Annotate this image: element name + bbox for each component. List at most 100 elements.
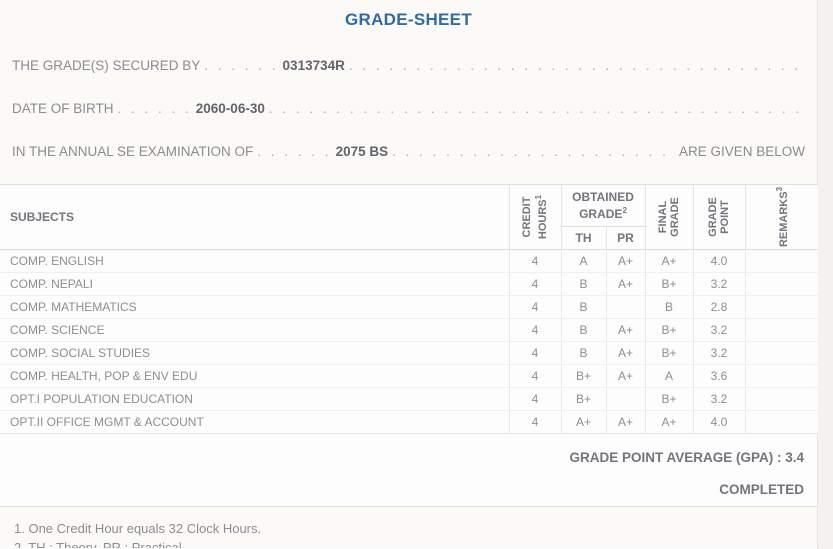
credit-cell: 4 — [508, 341, 561, 365]
obtained-grade-line1: OBTAINED — [572, 190, 634, 204]
dot-leader: . . . . . . — [117, 101, 192, 116]
page-title: GRADE-SHEET — [344, 10, 473, 29]
credit-cell: 4 — [508, 318, 561, 342]
grade-point-cell: 3.2 — [692, 318, 745, 342]
summary-section: GRADE POINT AVERAGE (GPA) : 3.4 COMPLETE… — [0, 434, 817, 507]
th-grade-cell: B — [560, 272, 606, 296]
final-grade-cell: B+ — [644, 387, 693, 411]
final-grade-cell: A — [644, 364, 693, 388]
credit-hours-header: CREDIT HOURS1 — [508, 184, 561, 250]
th-grade-cell: B — [560, 295, 606, 319]
th-grade-cell: A+ — [560, 410, 606, 434]
grade-point-cell: 3.2 — [692, 272, 745, 296]
credit-hours-rotated-text: CREDIT HOURS1 — [521, 195, 549, 239]
remarks-label: REMARKS — [777, 191, 790, 248]
gpa-text: GRADE POINT AVERAGE (GPA) : 3.4 — [569, 450, 804, 465]
examination-label: IN THE ANNUAL SE EXAMINATION OF — [12, 144, 254, 159]
examination-year-value: 2075 BS — [335, 144, 389, 159]
meta-line-date-of-birth: DATE OF BIRTH . . . . . . 2060-06-30 . .… — [12, 101, 805, 116]
symbol-number-value: 0313734R — [282, 58, 345, 73]
meta-line-secured-by: THE GRADE(S) SECURED BY . . . . . . 0313… — [12, 58, 805, 73]
footnotes-section: 1. One Credit Hour equals 32 Clock Hours… — [0, 507, 817, 548]
final-grade-cell: B — [644, 295, 693, 319]
final-grade-line1: FINAL — [657, 200, 669, 234]
remarks-cell — [744, 318, 818, 342]
table-row: COMP. ENGLISH 4 A A+ A+ 4.0 — [0, 249, 818, 273]
obtained-grade-footnote-ref: 2 — [622, 206, 627, 215]
credit-hours-line2: HOURS — [536, 199, 549, 240]
grade-point-header: GRADE POINT — [692, 184, 745, 250]
grade-point-cell: 3.2 — [692, 341, 745, 365]
th-grade-cell: B — [560, 318, 606, 342]
grade-point-cell: 4.0 — [692, 410, 745, 434]
grade-point-cell: 4.0 — [692, 249, 745, 273]
subject-cell: OPT.II OFFICE MGMT & ACCOUNT — [0, 410, 509, 434]
date-of-birth-value: 2060-06-30 — [195, 101, 265, 116]
pr-grade-cell: A+ — [605, 410, 645, 434]
final-grade-cell: B+ — [644, 341, 693, 365]
credit-cell: 4 — [508, 295, 561, 319]
th-grade-cell: B+ — [560, 387, 606, 411]
subject-cell: COMP. MATHEMATICS — [0, 295, 509, 319]
remarks-rotated-text: REMARKS3 — [774, 187, 790, 247]
credit-cell: 4 — [508, 364, 561, 388]
table-row: COMP. NEPALI 4 B A+ B+ 3.2 — [0, 272, 818, 296]
pr-grade-cell: A+ — [605, 272, 645, 296]
obtained-grade-header: OBTAINED GRADE2 — [560, 184, 645, 227]
grade-point-line1: GRADE — [707, 197, 719, 237]
table-row: COMP. HEALTH, POP & ENV EDU 4 B+ A+ A 3.… — [0, 364, 818, 388]
table-row: COMP. SOCIAL STUDIES 4 B A+ B+ 3.2 — [0, 341, 818, 365]
grade-table-body: COMP. ENGLISH 4 A A+ A+ 4.0 COMP. NEPALI… — [0, 249, 818, 434]
credit-cell: 4 — [508, 272, 561, 296]
table-row: OPT.II OFFICE MGMT & ACCOUNT 4 A+ A+ A+ … — [0, 410, 818, 434]
final-grade-header: FINAL GRADE — [644, 184, 693, 250]
credit-cell: 4 — [508, 410, 561, 434]
table-row: COMP. SCIENCE 4 B A+ B+ 3.2 — [0, 318, 818, 342]
final-grade-rotated-text: FINAL GRADE — [657, 197, 681, 237]
remarks-cell — [744, 410, 818, 434]
subject-cell: COMP. HEALTH, POP & ENV EDU — [0, 364, 509, 388]
subject-cell: OPT.I POPULATION EDUCATION — [0, 387, 509, 411]
th-grade-cell: B+ — [560, 364, 606, 388]
remarks-cell — [744, 272, 818, 296]
final-grade-line2: GRADE — [669, 197, 681, 237]
footnote: 1. One Credit Hour equals 32 Clock Hours… — [14, 521, 262, 536]
status-text: COMPLETED — [719, 482, 804, 497]
dot-leader: . . . . . . . . . . . . . . . . . . . . … — [392, 144, 675, 159]
table-row: COMP. MATHEMATICS 4 B B 2.8 — [0, 295, 818, 319]
subject-cell: COMP. SCIENCE — [0, 318, 509, 342]
table-row: OPT.I POPULATION EDUCATION 4 B+ B+ 3.2 — [0, 387, 818, 411]
final-grade-cell: B+ — [644, 318, 693, 342]
remarks-cell — [744, 364, 818, 388]
grade-point-cell: 2.8 — [692, 295, 745, 319]
remarks-cell — [744, 387, 818, 411]
pr-grade-cell — [605, 295, 645, 319]
dot-leader: . . . . . . . . . . . . . . . . . . . . … — [348, 58, 805, 73]
pr-grade-cell: A+ — [605, 318, 645, 342]
th-grade-cell: B — [560, 341, 606, 365]
pr-grade-cell: A+ — [605, 341, 645, 365]
grade-point-cell: 3.2 — [692, 387, 745, 411]
are-given-below-label: ARE GIVEN BELOW — [678, 144, 805, 159]
final-grade-cell: B+ — [644, 272, 693, 296]
remarks-cell — [744, 249, 818, 273]
practical-header: PR — [605, 226, 645, 250]
subject-cell: COMP. NEPALI — [0, 272, 509, 296]
grade-point-rotated-text: GRADE POINT — [707, 197, 731, 237]
secured-by-label: THE GRADE(S) SECURED BY — [12, 58, 201, 73]
date-of-birth-label: DATE OF BIRTH — [12, 101, 114, 116]
credit-hours-footnote-ref: 1 — [534, 194, 544, 200]
pr-grade-cell — [605, 387, 645, 411]
remarks-header: REMARKS3 — [744, 184, 818, 250]
pr-grade-cell: A+ — [605, 364, 645, 388]
final-grade-cell: A+ — [644, 410, 693, 434]
footnote: 2. TH : Theory, PR : Practical — [14, 540, 182, 548]
subject-cell: COMP. ENGLISH — [10, 254, 104, 268]
grade-table-header: SUBJECTS CREDIT HOURS1 OBTAINED GRADE2 FIN… — [0, 184, 818, 250]
grade-table: SUBJECTS CREDIT HOURS1 OBTAINED GRADE2 FIN… — [0, 184, 818, 434]
dot-leader: . . . . . . . . . . . . . . . . . . . . … — [268, 101, 805, 116]
subjects-header: SUBJECTS — [0, 184, 509, 250]
credit-hours-line1: CREDIT — [521, 196, 534, 238]
credit-cell: 4 — [508, 387, 561, 411]
